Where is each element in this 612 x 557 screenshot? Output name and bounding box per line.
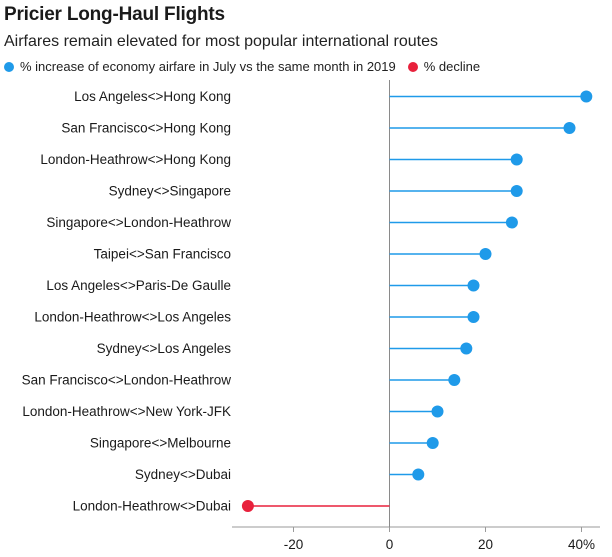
x-tick-label: -20: [284, 537, 304, 552]
legend-label-decline: % decline: [423, 59, 481, 74]
x-tick-label: 20: [478, 537, 493, 552]
lollipop-dot: [479, 248, 492, 260]
category-label: Los Angeles<>Hong Kong: [74, 89, 231, 104]
lollipop-dot: [563, 122, 576, 134]
category-label: London-Heathrow<>Dubai: [73, 499, 231, 514]
category-label: Singapore<>London-Heathrow: [46, 215, 231, 230]
category-label: Singapore<>Melbourne: [90, 436, 231, 451]
lollipop-dot: [510, 185, 523, 197]
lollipop-dot: [505, 216, 518, 229]
category-label: San Francisco<>London-Heathrow: [22, 373, 232, 388]
x-tick-label: 0: [386, 537, 394, 552]
category-label: London-Heathrow<>Los Angeles: [34, 310, 231, 325]
legend-label-increase: % increase of economy airfare in July vs…: [20, 59, 396, 74]
lollipop-dot: [510, 153, 523, 166]
category-label: Los Angeles<>Paris-De Gaulle: [46, 278, 231, 293]
lollipop-dot: [448, 374, 461, 386]
lollipop-dot: [580, 90, 593, 103]
lollipop-dot: [460, 342, 473, 355]
lollipop-dot: [431, 405, 444, 418]
category-label: Sydney<>Los Angeles: [97, 341, 232, 356]
lollipop-dot: [467, 311, 480, 323]
category-label: London-Heathrow<>Hong Kong: [40, 152, 231, 167]
lollipop-dot: [467, 279, 480, 292]
legend-swatch-increase: [4, 61, 14, 72]
category-label: London-Heathrow<>New York-JFK: [22, 404, 231, 419]
category-label: Sydney<>Singapore: [109, 184, 231, 199]
category-label: Sydney<>Dubai: [135, 467, 231, 482]
lollipop-dot: [426, 437, 439, 449]
legend: % increase of economy airfare in July vs…: [4, 59, 492, 74]
lollipop-dot: [241, 500, 254, 512]
category-label: San Francisco<>Hong Kong: [61, 121, 231, 136]
x-tick-label: 40%: [568, 537, 595, 552]
legend-item-increase: % increase of economy airfare in July vs…: [4, 59, 396, 74]
chart-title: Pricier Long-Haul Flights: [4, 4, 225, 25]
lollipop-dot: [412, 468, 425, 481]
legend-swatch-decline: [407, 61, 418, 72]
chart-subtitle: Airfares remain elevated for most popula…: [4, 33, 438, 50]
category-label: Taipei<>San Francisco: [94, 247, 231, 262]
legend-item-decline: % decline: [407, 59, 481, 74]
